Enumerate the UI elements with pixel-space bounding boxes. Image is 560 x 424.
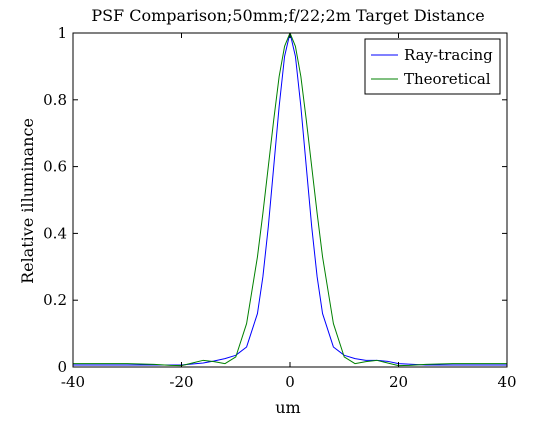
- legend-label: Theoretical: [404, 70, 491, 88]
- y-tick-label: 0.8: [43, 91, 67, 109]
- legend-label: Ray-tracing: [404, 46, 493, 64]
- y-tick-label: 0.2: [43, 291, 67, 309]
- plot-area: -40 -20 0 20 40 0 0.2 0.4 0.6 0.8 1: [43, 24, 516, 391]
- x-tick-label: -20: [169, 373, 193, 391]
- y-tick-label: 0.6: [43, 158, 67, 176]
- x-tick-label: 20: [389, 373, 408, 391]
- legend: Ray-tracing Theoretical: [364, 38, 501, 95]
- x-tick-label: -40: [61, 373, 85, 391]
- y-tick-label: 0: [57, 358, 67, 376]
- x-tick-label: 40: [497, 373, 516, 391]
- x-axis-label: um: [275, 398, 300, 417]
- y-tick-label: 0.4: [43, 224, 67, 242]
- chart-title: PSF Comparison;50mm;f/22;2m Target Dista…: [91, 6, 484, 25]
- x-tick-label: 0: [285, 373, 295, 391]
- legend-box: [364, 38, 501, 95]
- y-axis-label: Relative illuminance: [18, 118, 37, 284]
- y-tick-label: 1: [57, 24, 67, 42]
